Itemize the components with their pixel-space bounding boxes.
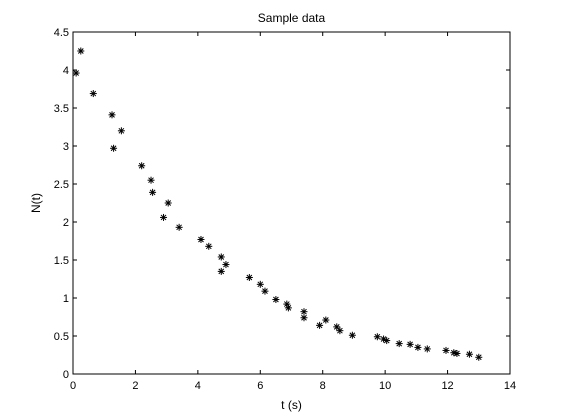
y-tick-label: 3.5: [54, 103, 69, 115]
data-point: [442, 346, 450, 354]
data-point: [138, 162, 146, 170]
chart-title: Sample data: [258, 11, 326, 25]
data-point: [465, 350, 473, 358]
y-tick-label: 1: [63, 293, 69, 305]
data-point: [149, 188, 157, 196]
y-tick-label: 4.5: [54, 27, 69, 39]
y-tick-labels: 0 0.5 1 1.5 2 2.5 3 3.5 4 4.5: [54, 27, 69, 381]
data-point: [300, 314, 308, 322]
data-point: [77, 47, 85, 55]
y-tick-label: 1.5: [54, 255, 69, 267]
data-point: [205, 242, 213, 250]
data-points: [72, 47, 483, 361]
y-tick-label: 0: [63, 369, 69, 381]
data-point: [256, 280, 264, 288]
data-point: [316, 321, 324, 329]
x-tick-label: 14: [504, 380, 516, 392]
data-point: [108, 111, 116, 119]
y-tick-label: 2: [63, 217, 69, 229]
y-tick-label: 3: [63, 141, 69, 153]
data-point: [261, 287, 269, 295]
data-point: [160, 213, 168, 221]
data-point: [322, 316, 330, 324]
y-tick-label: 2.5: [54, 179, 69, 191]
plot-area: [72, 31, 511, 375]
y-tick-label: 0.5: [54, 331, 69, 343]
data-point: [197, 235, 205, 243]
x-tick-label: 0: [70, 380, 76, 392]
data-point: [475, 353, 483, 361]
data-point: [164, 199, 172, 207]
data-point: [453, 349, 461, 357]
data-point: [272, 296, 280, 304]
axis-ticks: [72, 31, 511, 375]
data-point: [89, 90, 97, 98]
x-tick-label: 12: [441, 380, 453, 392]
data-point: [373, 333, 381, 341]
x-tick-label: 8: [320, 380, 326, 392]
x-axis-label: t (s): [281, 398, 302, 412]
x-tick-label: 10: [379, 380, 391, 392]
data-point: [72, 69, 80, 77]
data-point: [284, 304, 292, 312]
x-tick-label: 2: [132, 380, 138, 392]
data-point: [245, 273, 253, 281]
data-point: [300, 308, 308, 316]
data-point: [110, 144, 118, 152]
y-tick-label: 4: [63, 65, 69, 77]
x-tick-label: 6: [257, 380, 263, 392]
data-point: [383, 337, 391, 345]
data-point: [222, 261, 230, 269]
x-tick-labels: 0 2 4 6 8 10 12 14: [70, 380, 516, 392]
x-tick-label: 4: [195, 380, 201, 392]
data-point: [336, 327, 344, 335]
data-point: [117, 127, 125, 135]
data-point: [348, 331, 356, 339]
data-point: [423, 345, 431, 353]
data-point: [217, 253, 225, 261]
data-point: [406, 340, 414, 348]
data-point: [217, 267, 225, 275]
data-point: [414, 343, 422, 351]
y-axis-label: N(t): [29, 193, 43, 213]
data-point: [147, 176, 155, 184]
data-point: [175, 223, 183, 231]
data-point: [395, 340, 403, 348]
